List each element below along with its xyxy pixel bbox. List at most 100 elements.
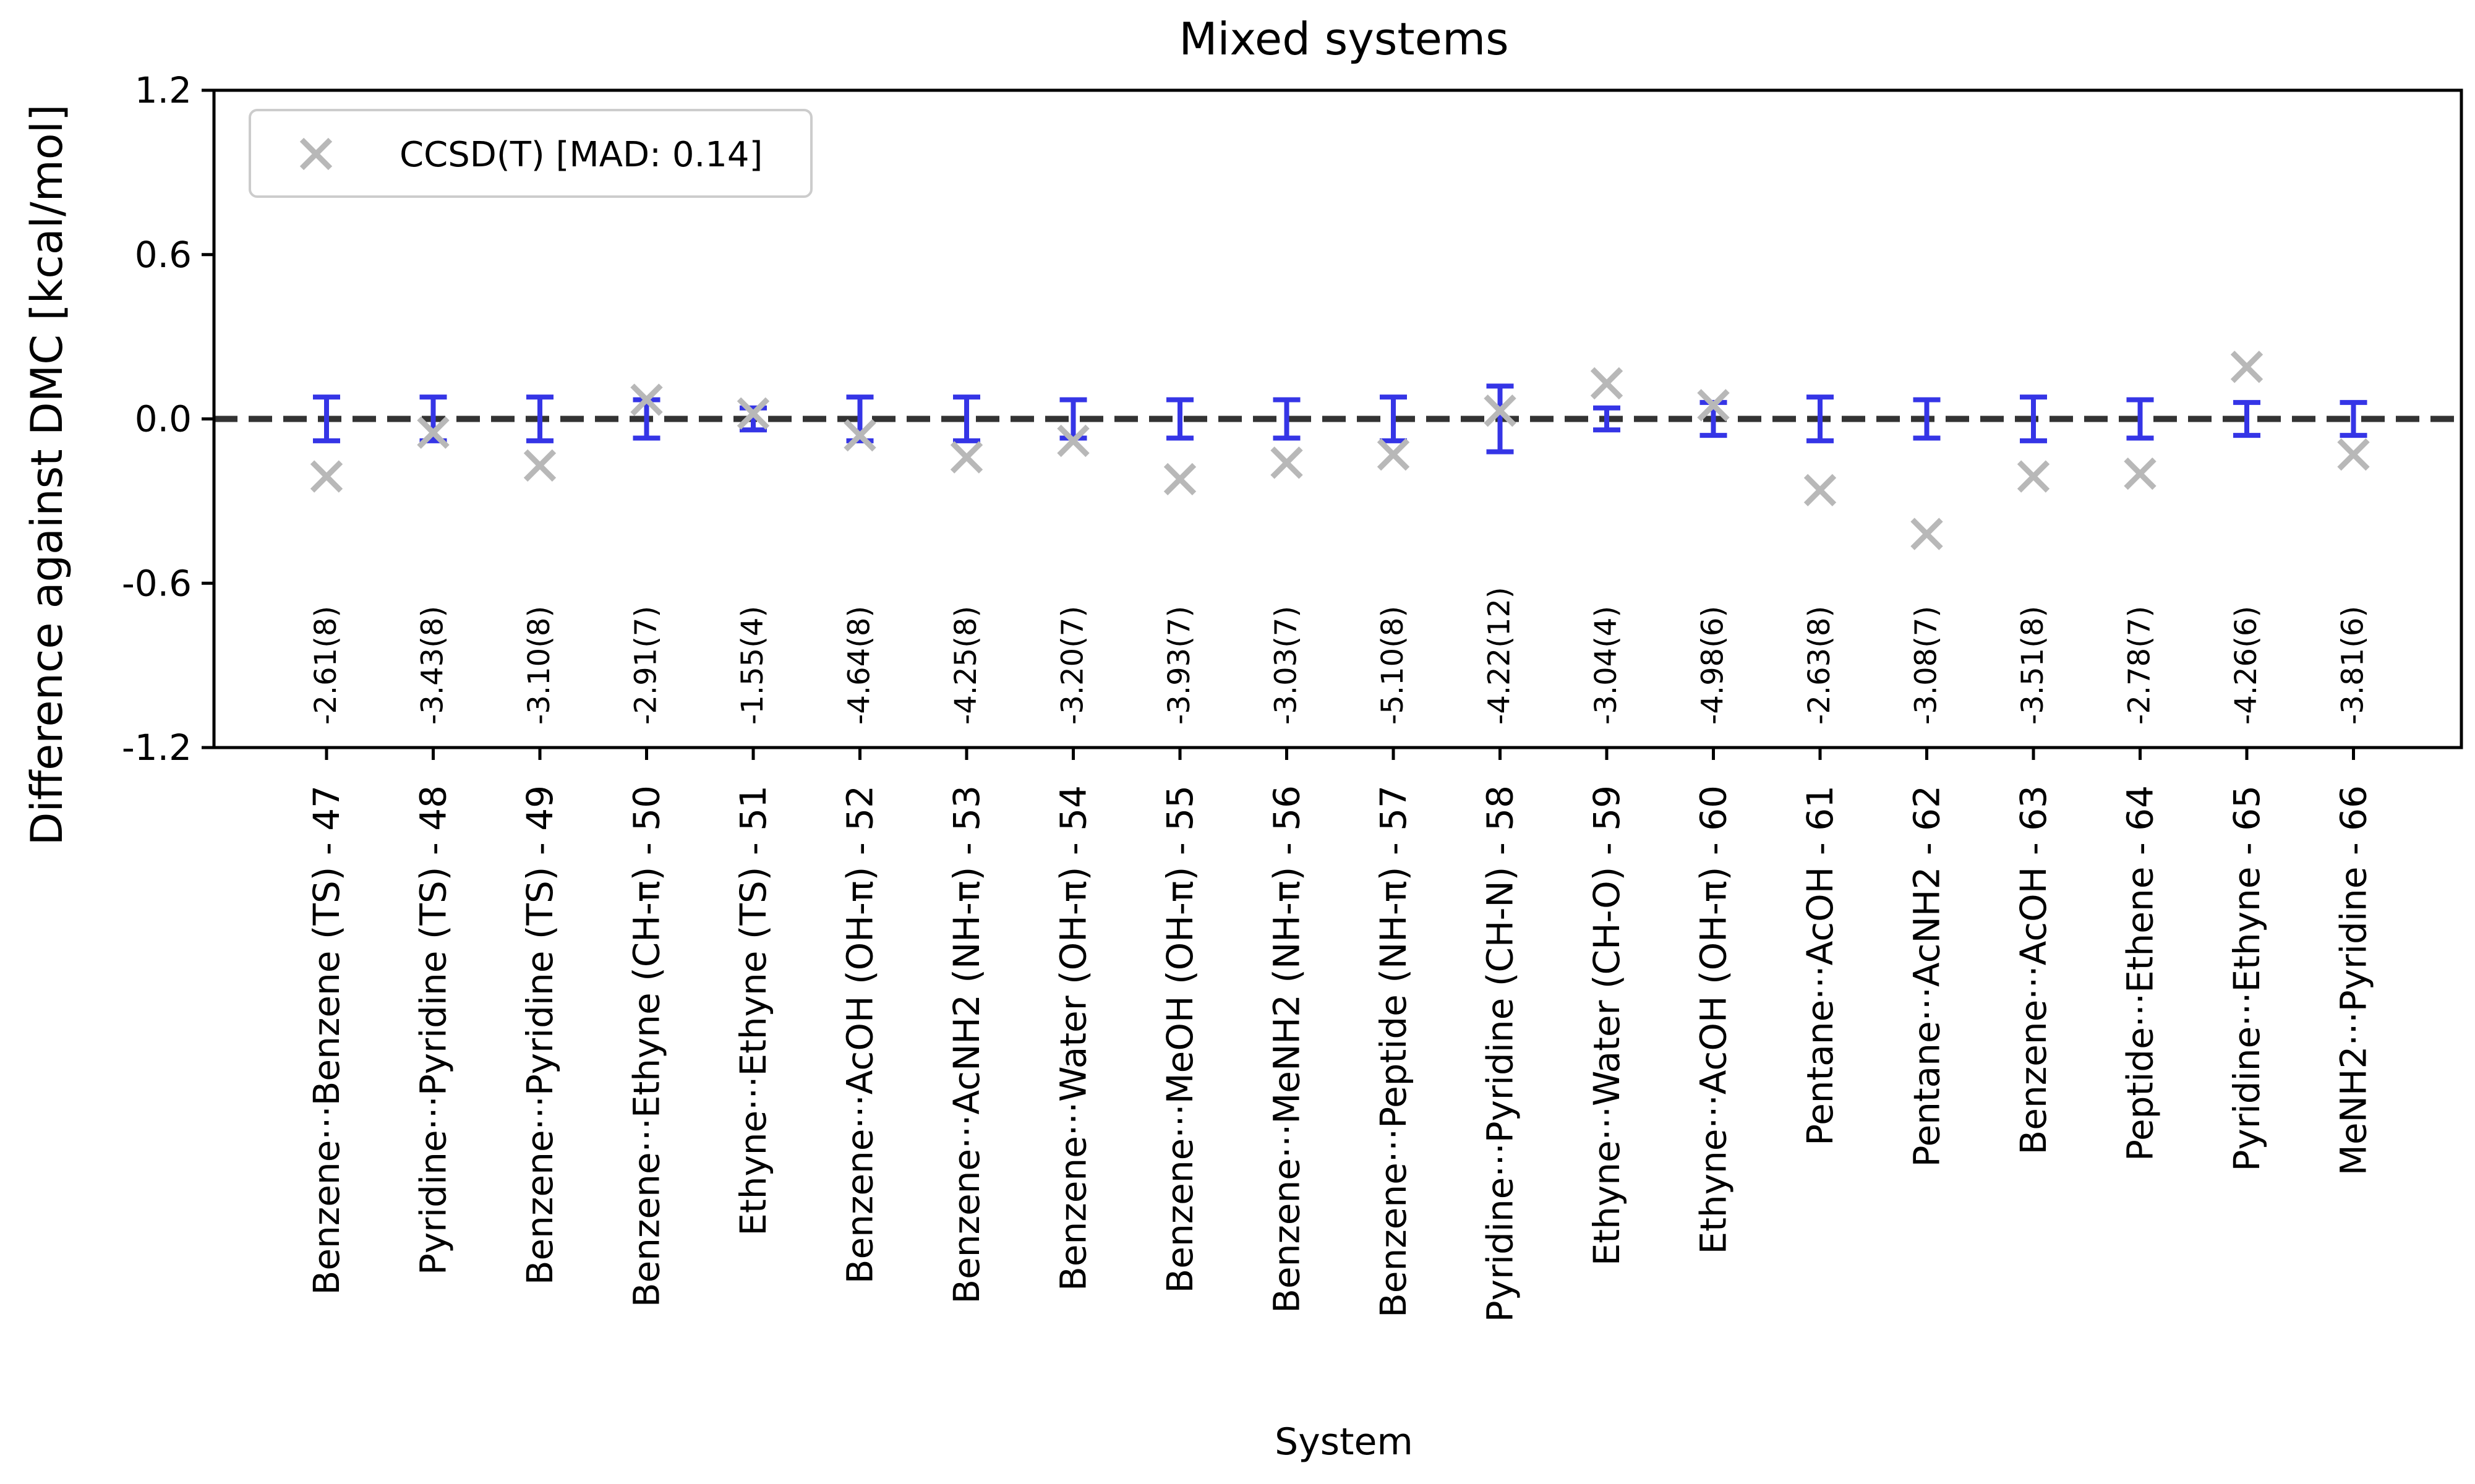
- dmc-value-label: -4.26(6): [2229, 606, 2263, 725]
- x-tick-label: Pentane···AcNH2 - 62: [1906, 785, 1948, 1167]
- x-tick-label: Benzene···AcNH2 (NH-π) - 53: [946, 785, 988, 1304]
- dmc-error-bar: [1380, 394, 1407, 443]
- x-tick-label: Benzene···MeNH2 (NH-π) - 56: [1266, 785, 1308, 1313]
- ccsdt-point-stroke: [1270, 446, 1303, 479]
- ccsdt-point-stroke: [1484, 394, 1516, 427]
- y-tick-label: 1.2: [135, 69, 192, 111]
- ccsdt-point-stroke: [417, 416, 450, 449]
- x-tick-label: Pentane···AcOH - 61: [1799, 785, 1841, 1146]
- dmc-value-label: -3.93(7): [1162, 606, 1197, 725]
- x-tick-label: MeNH2···Pyridine - 66: [2333, 785, 2375, 1175]
- ccsdt-point: [950, 441, 983, 474]
- x-tick-label: Benzene···Water (OH-π) - 54: [1053, 785, 1095, 1291]
- ccsdt-point-stroke: [523, 449, 557, 482]
- ccsdt-point: [1270, 446, 1303, 479]
- ccsdt-point-stroke: [1163, 463, 1197, 496]
- dmc-error-bar: [2020, 394, 2047, 443]
- dmc-value-label: -4.98(6): [1696, 606, 1730, 725]
- legend-label-ccsdt: CCSD(T) [MAD: 0.14]: [400, 135, 763, 175]
- x-axis-label: System: [1275, 1420, 1413, 1464]
- ccsdt-point-stroke: [630, 383, 663, 416]
- dmc-value-label: -5.10(8): [1375, 606, 1410, 725]
- ccsdt-point-stroke: [2337, 438, 2370, 471]
- ccsdt-point: [2337, 438, 2370, 471]
- dmc-value-label: -4.25(8): [949, 606, 983, 725]
- dmc-value-label: -3.51(8): [2015, 606, 2050, 725]
- ccsdt-point: [1803, 474, 1837, 506]
- ccsdt-point: [310, 460, 343, 493]
- dmc-value-label: -2.63(8): [1802, 606, 1837, 725]
- ccsdt-point: [1590, 367, 1623, 400]
- x-tick-label: Benzene···Ethyne (CH-π) - 50: [626, 785, 668, 1307]
- dmc-value-label: -1.55(4): [735, 606, 770, 725]
- dmc-value-label: -3.04(4): [1589, 606, 1623, 725]
- dmc-value-label: -4.64(8): [842, 606, 877, 725]
- dmc-value-label: -3.03(7): [1269, 606, 1304, 725]
- ccsdt-point: [1697, 389, 1730, 422]
- ccsdt-point: [523, 449, 557, 482]
- ccsdt-point-stroke: [1057, 424, 1090, 458]
- dmc-error-bar: [2340, 399, 2367, 438]
- dmc-value-label: -2.61(8): [309, 606, 343, 725]
- plot-area: -2.61(8) -3.43(8) -3.10(8) -2.91(7) -1.55(4)…: [214, 351, 2461, 725]
- ccsdt-point: [630, 383, 663, 416]
- ccsdt-point-stroke: [2017, 460, 2050, 493]
- dmc-error-bar: [1913, 397, 1941, 441]
- dmc-error-bar: [2126, 397, 2154, 441]
- dmc-value-label: -4.22(12): [1482, 587, 1517, 725]
- ccsdt-point-stroke: [1697, 389, 1730, 422]
- x-tick-label: Benzene···MeOH (OH-π) - 55: [1159, 785, 1201, 1294]
- y-tick-label: 0.0: [135, 398, 192, 440]
- dmc-value-label: -3.43(8): [416, 606, 450, 725]
- legend-x-marker-icon: [299, 137, 333, 171]
- dmc-value-label: -3.10(8): [522, 606, 557, 725]
- ccsdt-point: [1910, 518, 1943, 550]
- dmc-error-bar: [1273, 397, 1301, 441]
- ccsdt-point-stroke: [737, 397, 770, 430]
- x-tick-label: Benzene···Benzene (TS) - 47: [306, 785, 348, 1295]
- dmc-error-bar: [526, 394, 554, 443]
- x-tick-label: Ethyne···Ethyne (TS) - 51: [732, 785, 774, 1236]
- dmc-value-label: -2.91(7): [629, 606, 664, 725]
- ccsdt-point-stroke: [1590, 367, 1623, 400]
- dmc-value-label: -2.78(7): [2122, 606, 2157, 725]
- x-tick-label: Ethyne···Water (CH-O) - 59: [1586, 785, 1628, 1266]
- dmc-value-label: -3.81(6): [2336, 606, 2370, 725]
- x-tick-label: Peptide···Ethene - 64: [2119, 785, 2161, 1161]
- ccsdt-point-stroke: [1377, 438, 1410, 471]
- y-tick-label: 0.6: [135, 234, 192, 276]
- y-tick-label: -1.2: [122, 727, 192, 769]
- ccsdt-point-stroke: [1803, 474, 1837, 506]
- ccsdt-point: [2124, 457, 2157, 490]
- dmc-error-bar: [1166, 397, 1194, 441]
- dmc-error-bar: [953, 394, 980, 443]
- ccsdt-point-stroke: [310, 460, 343, 493]
- ccsdt-point: [1484, 394, 1516, 427]
- ccsdt-point-stroke: [950, 441, 983, 474]
- dmc-error-bar: [1806, 394, 1834, 443]
- x-tick-label: Pyridine···Pyridine (CH-N) - 58: [1479, 785, 1521, 1322]
- dmc-error-bar: [1486, 383, 1514, 454]
- dmc-value-label: -3.20(7): [1056, 606, 1090, 725]
- ccsdt-point: [417, 416, 450, 449]
- ccsdt-point: [1377, 438, 1410, 471]
- legend: CCSD(T) [MAD: 0.14]: [249, 109, 813, 198]
- x-tick-label: Ethyne···AcOH (OH-π) - 60: [1693, 785, 1735, 1254]
- x-tick-label: Pyridine···Ethyne - 65: [2226, 785, 2268, 1171]
- x-tick-label: Benzene···Peptide (NH-π) - 57: [1372, 785, 1414, 1318]
- x-tick-label: Benzene···Pyridine (TS) - 49: [519, 785, 561, 1285]
- chart-title: Mixed systems: [1179, 13, 1508, 65]
- ccsdt-point-stroke: [2230, 351, 2263, 383]
- y-tick-label: -0.6: [122, 562, 192, 604]
- legend-box: [249, 109, 813, 198]
- dmc-value-label: -3.08(7): [1909, 606, 1944, 725]
- ccsdt-point: [2230, 351, 2263, 383]
- x-tick-label: Benzene···AcOH (OH-π) - 52: [839, 785, 881, 1284]
- ccsdt-point: [2017, 460, 2050, 493]
- ccsdt-point: [844, 419, 876, 452]
- ccsdt-point: [1163, 463, 1197, 496]
- ccsdt-point: [1057, 424, 1090, 458]
- x-tick-label: Benzene···AcOH - 63: [2012, 785, 2054, 1155]
- dmc-error-bar: [2233, 399, 2260, 438]
